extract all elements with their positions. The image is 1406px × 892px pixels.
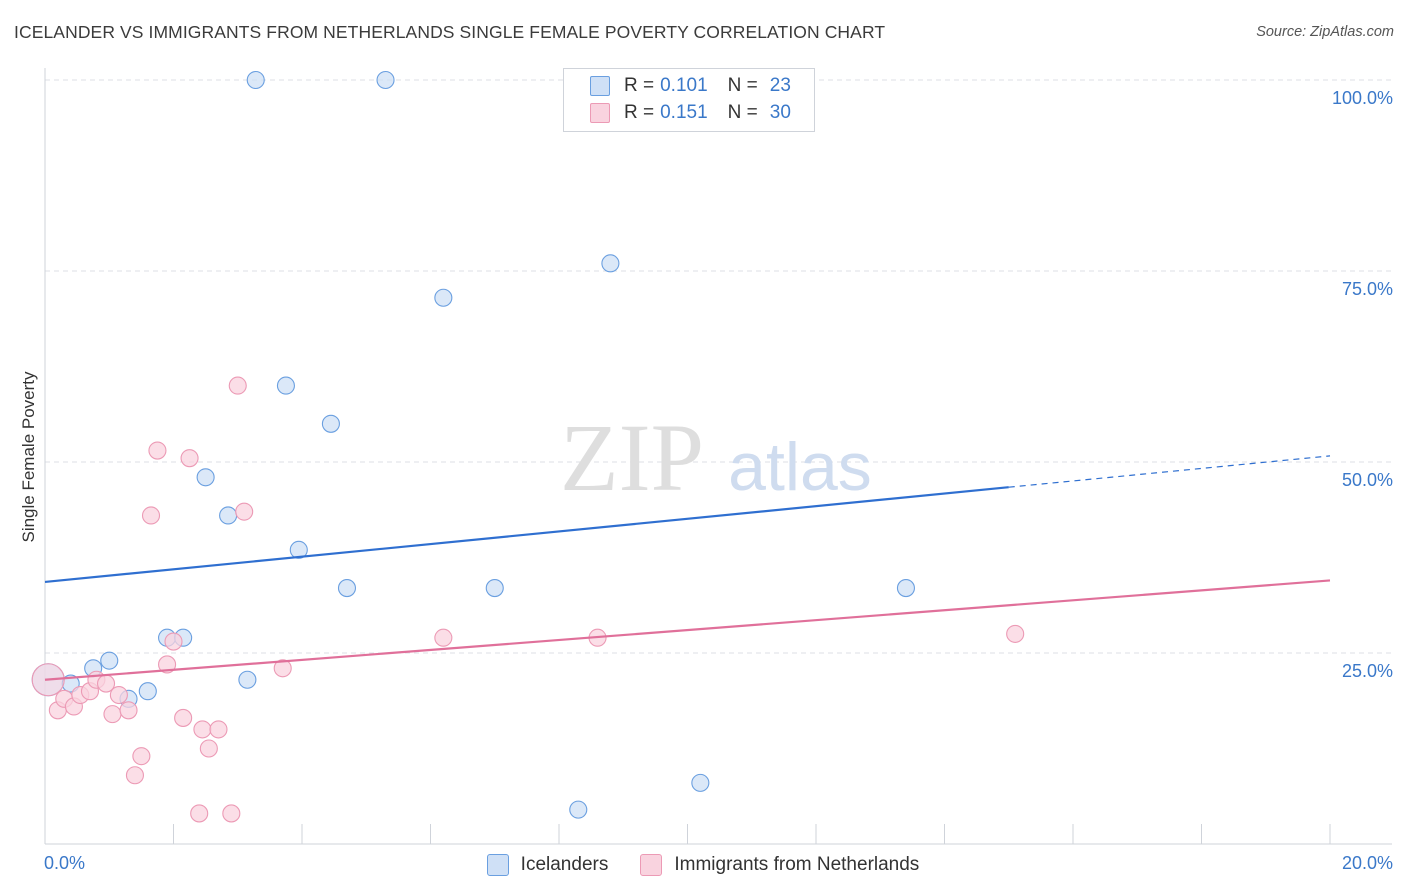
legend-swatch-icelanders [590, 76, 610, 96]
series-legend: Icelanders Immigrants from Netherlands [0, 851, 1406, 879]
legend-row-netherlands: R = 0.151 N = 30 [590, 101, 791, 125]
icelanders-point [100, 651, 119, 670]
netherlands-point [228, 376, 247, 395]
netherlands-point [103, 705, 122, 724]
netherlands-point [158, 655, 177, 674]
netherlands-point [125, 766, 144, 785]
netherlands-point [164, 632, 183, 651]
netherlands-point [180, 449, 199, 468]
n-value-icelanders: 23 [769, 75, 791, 96]
netherlands-point [174, 708, 193, 727]
y-axis-label: Single Female Poverty [19, 371, 38, 543]
icelanders-point [289, 540, 308, 559]
legend-swatch-icelanders [486, 854, 509, 876]
icelanders-point [196, 468, 215, 487]
icelanders-point [485, 579, 504, 598]
y-tick-label: 50.0% [1342, 470, 1393, 490]
legend-item-icelanders[interactable]: Icelanders [486, 854, 609, 876]
icelanders-point [337, 579, 357, 598]
correlation-legend: R = 0.101 N = 23 R = 0.151 N = 30 [563, 68, 815, 132]
n-label: N = [727, 75, 758, 96]
source-label: Source: ZipAtlas.com [1256, 24, 1394, 40]
netherlands-trendline [44, 579, 1331, 681]
n-label: N = [727, 102, 758, 123]
netherlands-point [109, 685, 128, 705]
watermark-zip: ZIP [560, 404, 704, 511]
icelanders-point [219, 506, 238, 525]
legend-row-icelanders: R = 0.101 N = 23 [590, 74, 791, 98]
netherlands-point [1006, 624, 1025, 643]
legend-swatch-netherlands [590, 103, 610, 123]
icelanders-point [138, 682, 157, 701]
watermark-atlas: atlas [728, 429, 872, 505]
netherlands-point [273, 659, 292, 678]
n-value-netherlands: 30 [769, 102, 791, 123]
netherlands-point [190, 804, 209, 823]
chart-title: ICELANDER VS IMMIGRANTS FROM NETHERLANDS… [14, 22, 886, 42]
icelanders-point [321, 414, 340, 433]
icelanders-point [896, 579, 916, 598]
icelanders-point [569, 800, 588, 819]
netherlands-point [141, 506, 161, 525]
icelanders-point [691, 773, 710, 792]
icelanders-trendline [44, 486, 1009, 584]
y-tick-label: 100.0% [1332, 88, 1393, 108]
legend-label-icelanders: Icelanders [520, 854, 609, 875]
netherlands-point [222, 804, 241, 823]
x-tick-label: 20.0% [1342, 853, 1393, 873]
y-tick-label: 25.0% [1342, 661, 1393, 681]
netherlands-point [209, 720, 228, 739]
netherlands-point [199, 739, 218, 758]
legend-item-netherlands[interactable]: Immigrants from Netherlands [640, 854, 919, 876]
icelanders-point [601, 254, 620, 273]
icelanders-trendline-extension [1008, 455, 1331, 488]
netherlands-point [235, 502, 254, 521]
r-label: R = [624, 102, 655, 123]
netherlands-point [148, 441, 167, 460]
netherlands-point [132, 747, 151, 766]
legend-label-netherlands: Immigrants from Netherlands [674, 854, 920, 875]
x-tick-label: 0.0% [44, 853, 85, 873]
y-tick-label: 75.0% [1342, 279, 1393, 299]
r-label: R = [624, 75, 655, 96]
netherlands-point [434, 628, 453, 647]
netherlands-point [193, 720, 212, 739]
netherlands-point [119, 701, 138, 720]
r-value-icelanders: 0.101 [660, 75, 708, 96]
icelanders-point [276, 376, 295, 395]
icelanders-point [246, 70, 265, 90]
r-value-netherlands: 0.151 [660, 102, 708, 123]
icelanders-point [376, 70, 395, 90]
icelanders-point [434, 288, 453, 307]
legend-swatch-netherlands [640, 854, 663, 876]
icelanders-point [238, 670, 257, 689]
